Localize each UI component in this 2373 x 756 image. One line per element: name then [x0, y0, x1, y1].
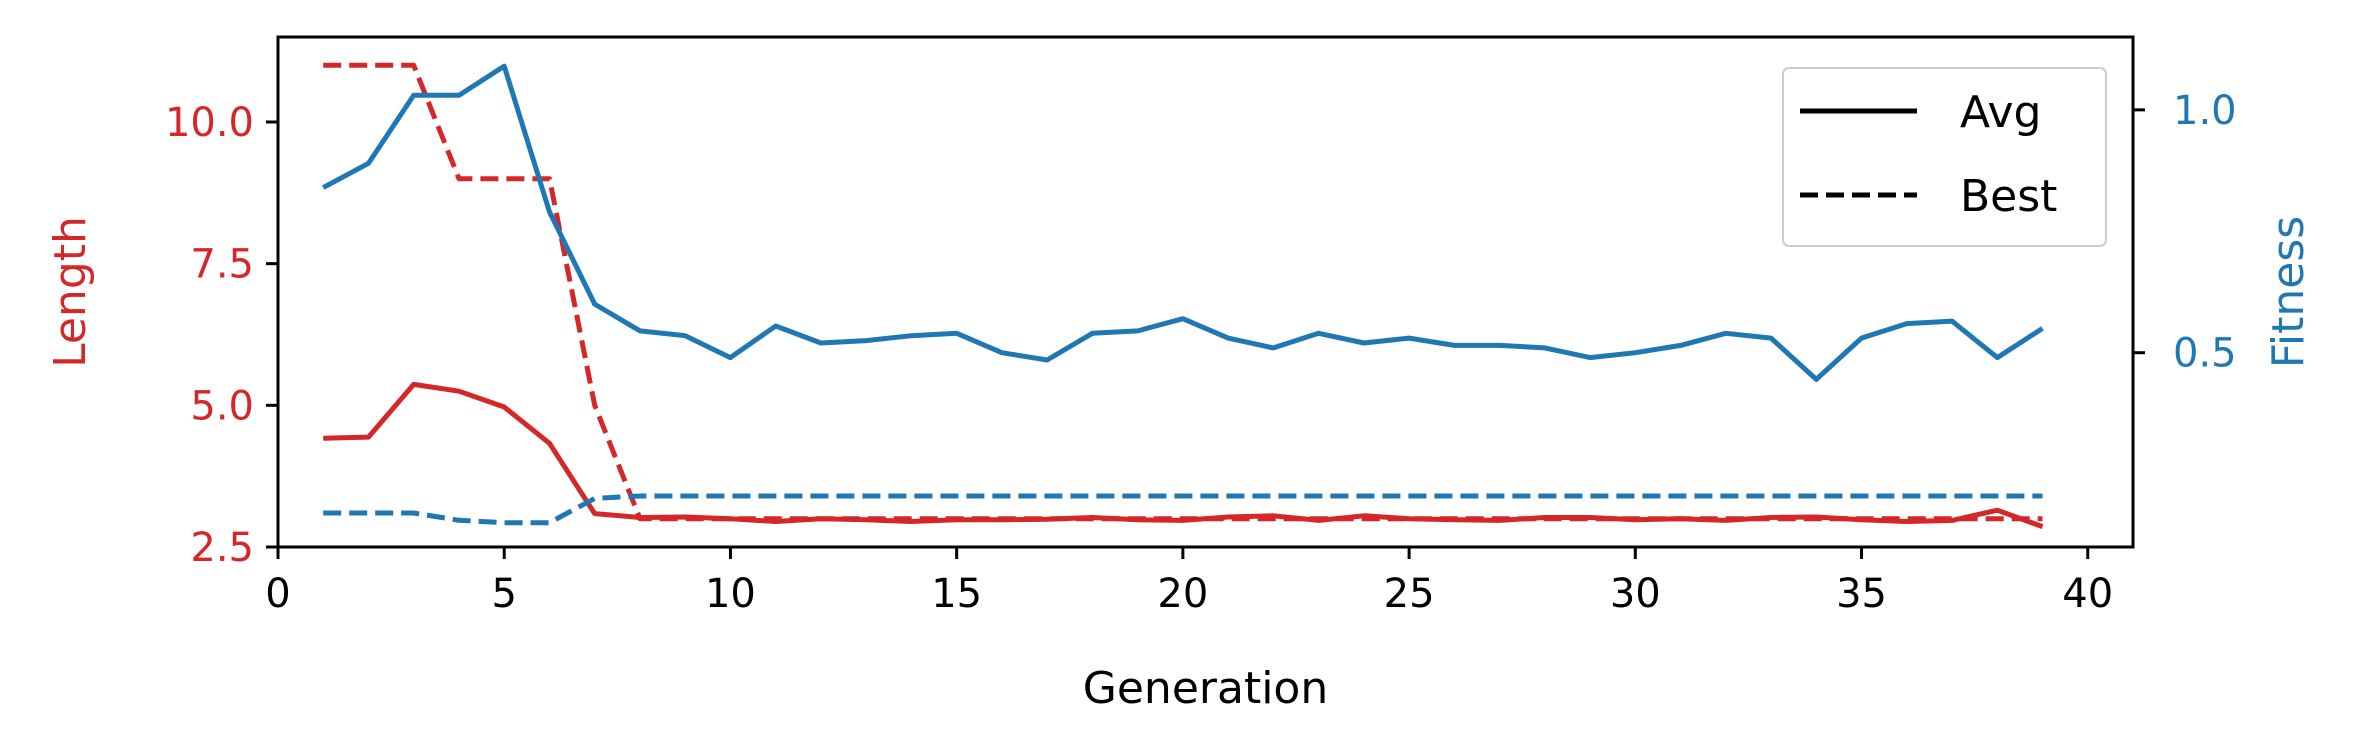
length-best-line [323, 62, 2043, 522]
x-tick-label: 20 [1157, 571, 1208, 617]
y-axis-length: 2.5 5.0 7.5 10.0 [165, 100, 278, 571]
y-axis-left-title: Length [45, 216, 96, 368]
x-tick-label: 30 [1610, 571, 1661, 617]
y-left-tick-label: 10.0 [165, 100, 254, 146]
x-axis-title: Generation [1083, 663, 1328, 714]
y-right-tick-label: 1.0 [2173, 88, 2237, 134]
x-tick-label: 15 [931, 571, 982, 617]
x-tick-label: 35 [1836, 571, 1887, 617]
y-axis-right-title: Fitness [2263, 216, 2314, 368]
x-tick-label: 40 [2062, 571, 2113, 617]
y-right-tick-label: 0.5 [2173, 331, 2237, 377]
legend-best-label: Best [1960, 171, 2057, 222]
y-left-tick-label: 5.0 [190, 383, 254, 429]
x-axis: 0 5 10 15 20 25 30 35 40 [265, 547, 2113, 617]
y-axis-fitness: 0.5 1.0 [2133, 88, 2237, 377]
x-tick-label: 0 [265, 571, 290, 617]
legend: Avg Best [1782, 67, 2107, 247]
x-tick-label: 10 [705, 571, 756, 617]
legend-box [1782, 67, 2107, 247]
fitness-avg-line [322, 63, 2044, 382]
series-layer [322, 62, 2044, 529]
y-left-tick-label: 7.5 [190, 242, 254, 288]
y-left-tick-label: 2.5 [190, 525, 254, 571]
fitness-best-line [323, 493, 2043, 526]
x-tick-label: 5 [491, 571, 516, 617]
legend-avg-label: Avg [1960, 87, 2042, 138]
x-tick-label: 25 [1384, 571, 1435, 617]
plot-frame [276, 35, 2135, 549]
